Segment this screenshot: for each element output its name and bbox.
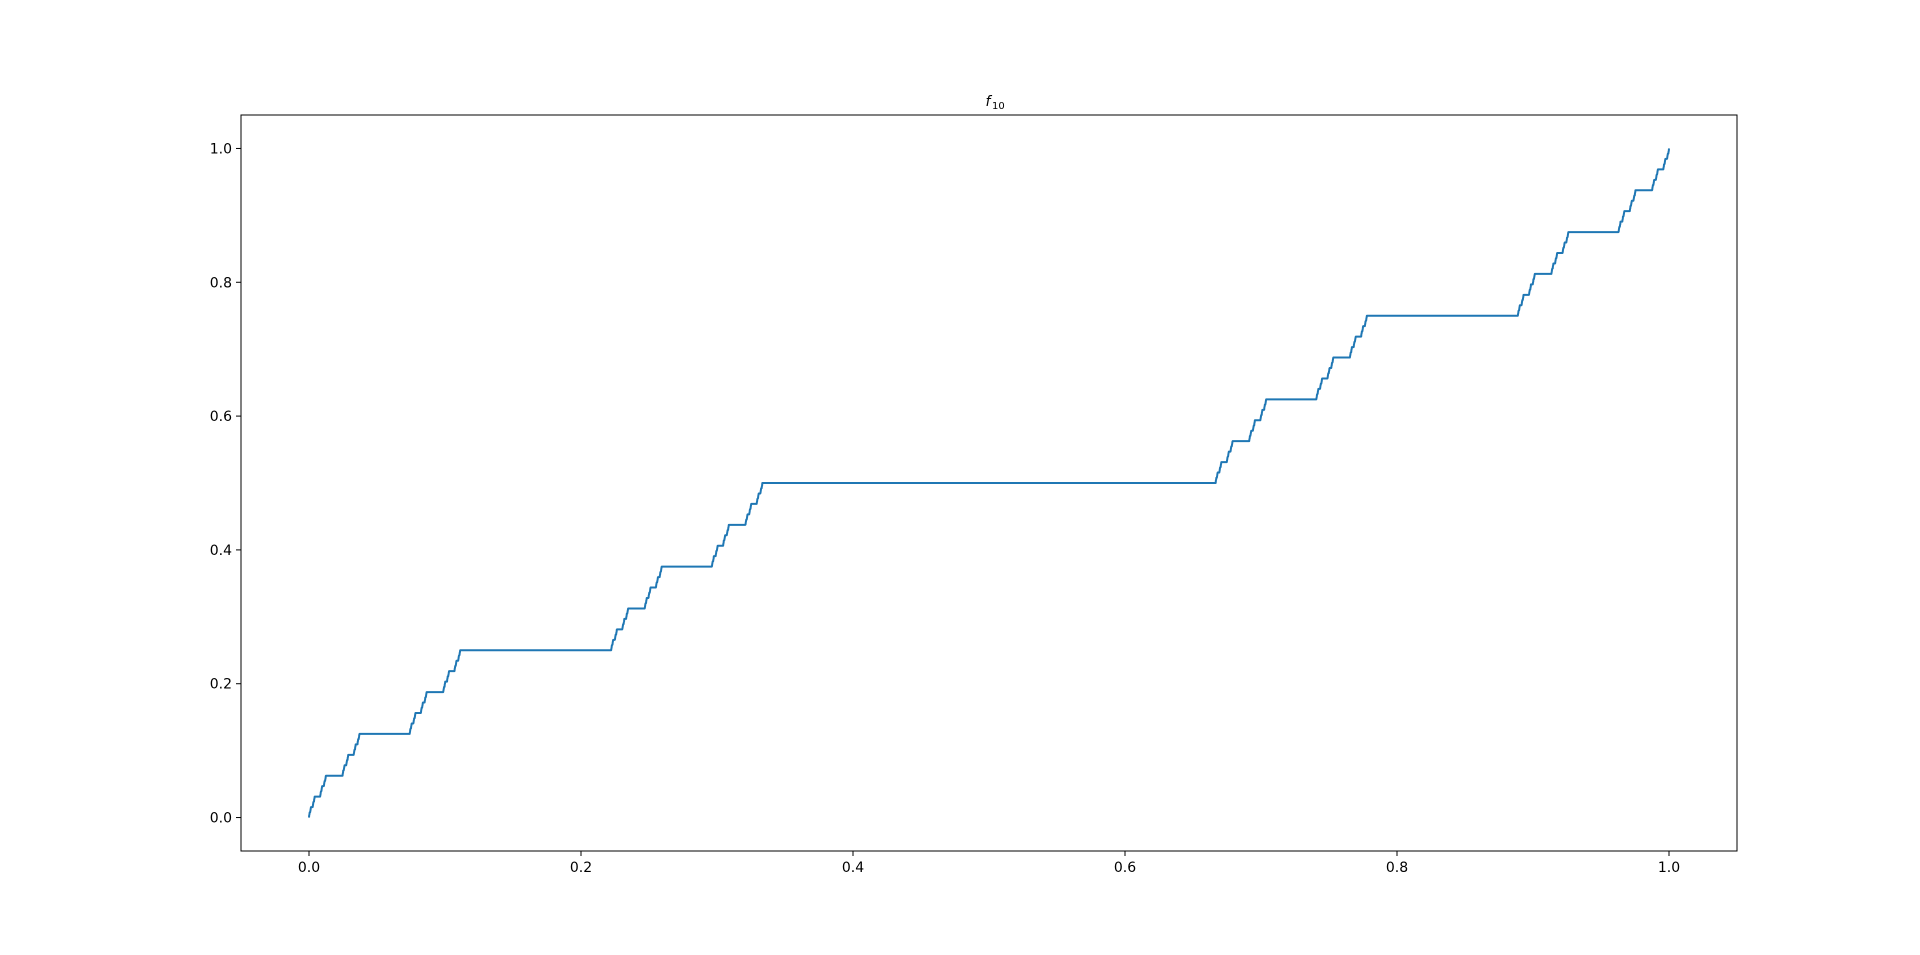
- x-tick-label: 1.0: [1658, 860, 1680, 876]
- axes-frame: [240, 114, 1738, 852]
- y-tick-label: 0.2: [210, 677, 232, 693]
- y-tick-label: 0.8: [210, 275, 232, 291]
- y-tick-label: 0.4: [210, 543, 232, 559]
- y-tick-label: 0.0: [210, 811, 232, 827]
- x-tick-label: 0.2: [570, 860, 592, 876]
- y-axis: 0.0 0.2 0.4 0.6 0.8 1.0: [210, 141, 241, 827]
- chart-title-subscript: 10: [992, 101, 1005, 112]
- x-axis: 0.0 0.2 0.4 0.6 0.8 1.0: [298, 851, 1680, 876]
- plot-area: [240, 114, 1738, 852]
- chart-title-text: f: [986, 94, 993, 110]
- x-tick-label: 0.8: [1386, 860, 1408, 876]
- y-tick-label: 0.6: [210, 409, 232, 425]
- x-tick-label: 0.0: [298, 860, 320, 876]
- x-tick-label: 0.4: [842, 860, 864, 876]
- x-tick-label: 0.6: [1114, 860, 1136, 876]
- chart-title: f 10: [986, 94, 1005, 112]
- y-tick-label: 1.0: [210, 141, 232, 157]
- series-line: [308, 148, 1670, 818]
